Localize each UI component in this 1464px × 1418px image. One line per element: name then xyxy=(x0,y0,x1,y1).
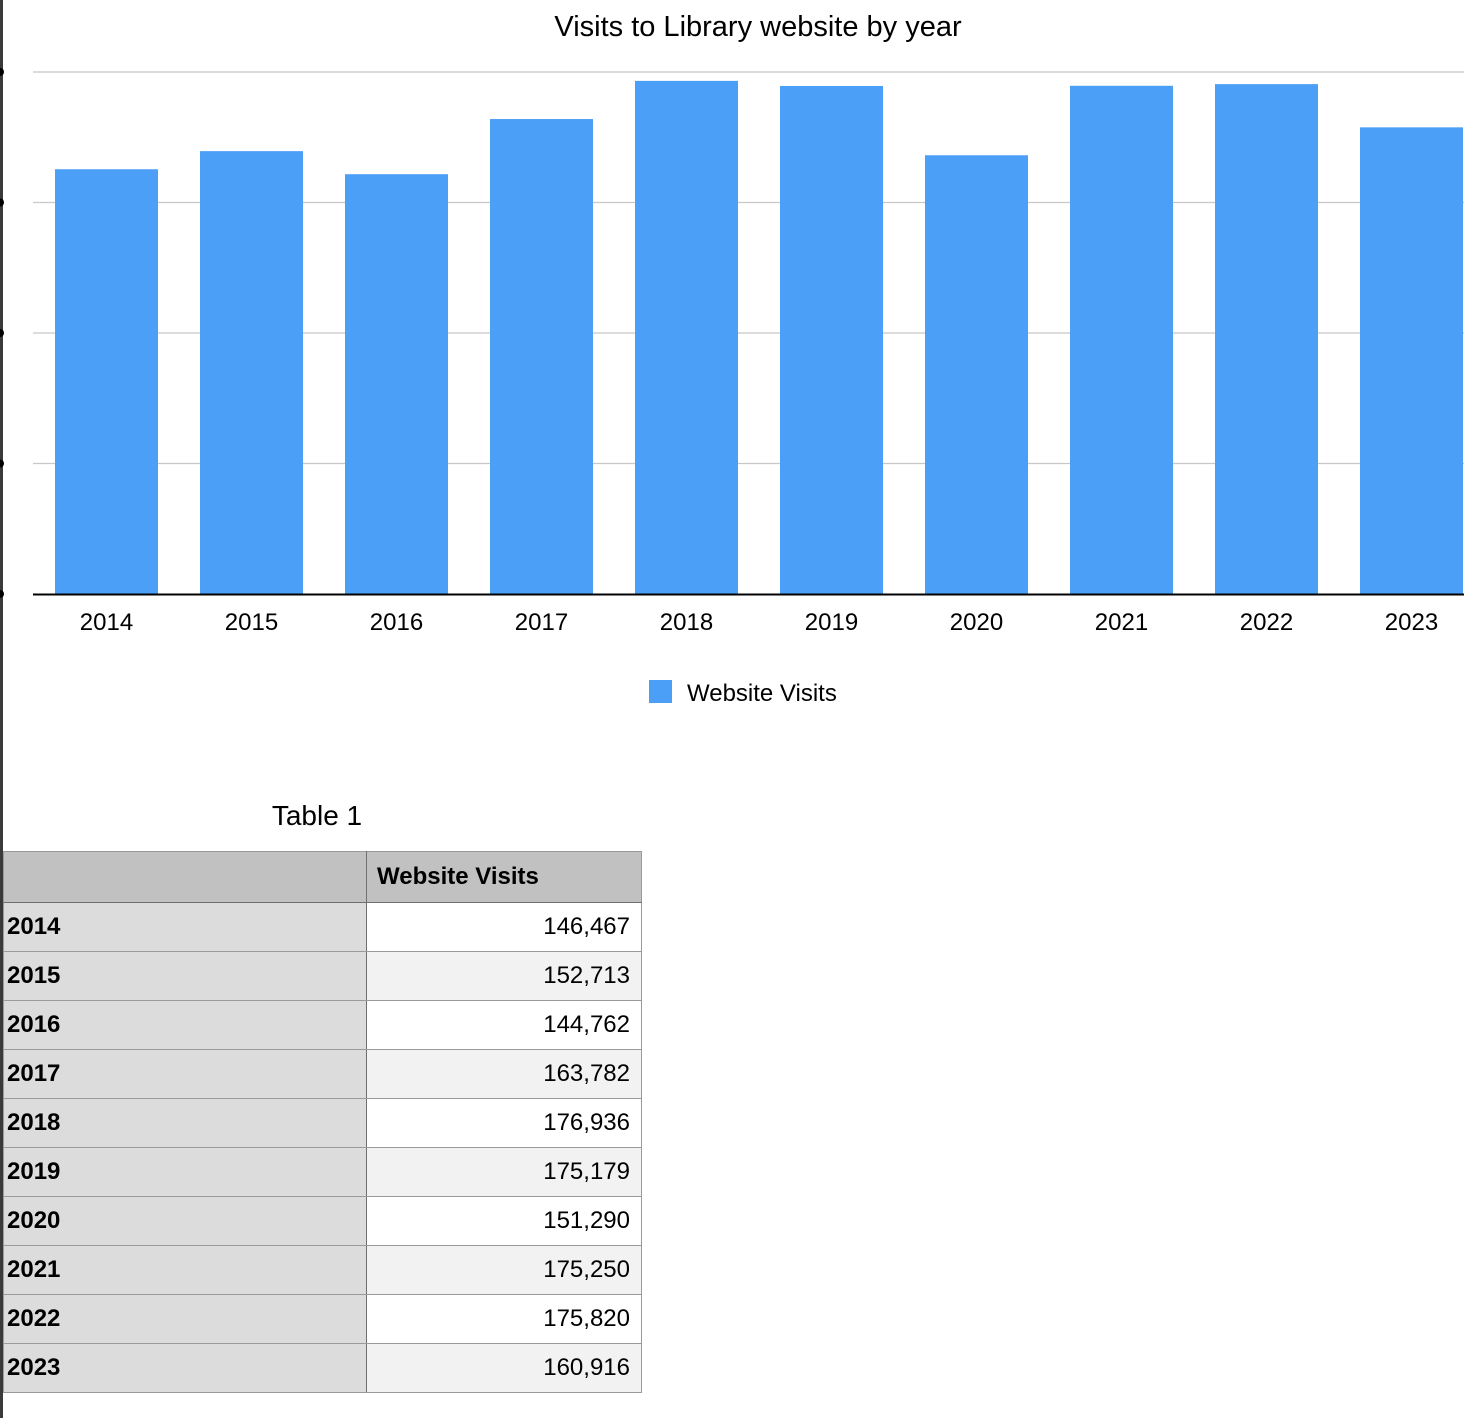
y-tick-mark xyxy=(0,590,4,598)
column-header-website-visits[interactable]: Website Visits xyxy=(366,851,642,903)
row-value[interactable]: 175,179 xyxy=(366,1147,642,1197)
row-label[interactable]: 2018 xyxy=(3,1098,367,1148)
table-row: 2021 175,250 xyxy=(3,1245,642,1295)
bar-chart: Visits to Library website by year 2014 201… xyxy=(0,11,1464,707)
table-row: 2016 144,762 xyxy=(3,1000,642,1050)
table-row: 2020 151,290 xyxy=(3,1196,642,1246)
bar xyxy=(635,80,738,594)
bar xyxy=(1215,84,1318,594)
x-tick-label: 2014 xyxy=(80,609,133,636)
y-tick-mark xyxy=(0,198,4,207)
row-value[interactable]: 160,916 xyxy=(366,1343,642,1393)
x-tick-label: 2015 xyxy=(225,609,278,636)
table-row: 2018 176,936 xyxy=(3,1098,642,1148)
row-value[interactable]: 163,782 xyxy=(366,1049,642,1099)
bar xyxy=(1070,85,1173,595)
row-label[interactable]: 2014 xyxy=(3,902,367,952)
row-label[interactable]: 2019 xyxy=(3,1147,367,1197)
data-table[interactable]: Website Visits 2014 146,467 2015 152,713… xyxy=(3,851,642,1393)
x-tick-label: 2019 xyxy=(805,609,858,636)
row-label[interactable]: 2023 xyxy=(3,1343,367,1393)
row-value[interactable]: 151,290 xyxy=(366,1196,642,1246)
table-header-row: Website Visits xyxy=(3,851,642,903)
row-value[interactable]: 152,713 xyxy=(366,951,642,1001)
x-tick-label: 2023 xyxy=(1385,609,1438,636)
bar xyxy=(200,151,303,594)
row-label[interactable]: 2017 xyxy=(3,1049,367,1099)
bar xyxy=(345,174,448,595)
y-tick-mark xyxy=(0,68,4,76)
table-row: 2015 152,713 xyxy=(3,951,642,1001)
bar xyxy=(55,169,158,594)
x-tick-label: 2018 xyxy=(660,609,713,636)
x-tick-label: 2016 xyxy=(370,609,423,636)
y-tick-mark xyxy=(0,459,4,468)
table-row: 2014 146,467 xyxy=(3,902,642,952)
x-tick-label: 2020 xyxy=(950,609,1003,636)
legend-label: Website Visits xyxy=(687,680,837,707)
row-value[interactable]: 176,936 xyxy=(366,1098,642,1148)
row-value[interactable]: 175,250 xyxy=(366,1245,642,1295)
row-value[interactable]: 175,820 xyxy=(366,1294,642,1344)
table-title: Table 1 xyxy=(271,800,363,831)
row-value[interactable]: 146,467 xyxy=(366,902,642,952)
y-tick-mark xyxy=(0,329,4,337)
table-row: 2022 175,820 xyxy=(3,1294,642,1344)
row-value[interactable]: 144,762 xyxy=(366,1000,642,1050)
x-tick-label: 2022 xyxy=(1240,609,1293,636)
table-row: 2023 160,916 xyxy=(3,1343,642,1393)
table-row: 2019 175,179 xyxy=(3,1147,642,1197)
window-edge xyxy=(0,0,3,1418)
table-row: 2017 163,782 xyxy=(3,1049,642,1099)
row-label[interactable]: 2015 xyxy=(3,951,367,1001)
bar xyxy=(925,155,1028,594)
chart-title: Visits to Library website by year xyxy=(554,11,962,43)
row-label[interactable]: 2016 xyxy=(3,1000,367,1050)
table-corner-cell[interactable] xyxy=(3,851,367,903)
bar xyxy=(490,119,593,595)
bar xyxy=(1360,127,1463,594)
x-tick-label: 2021 xyxy=(1095,609,1148,636)
row-label[interactable]: 2021 xyxy=(3,1245,367,1295)
legend-swatch xyxy=(649,680,672,703)
x-tick-label: 2017 xyxy=(515,609,568,636)
row-label[interactable]: 2022 xyxy=(3,1294,367,1344)
bar xyxy=(780,85,883,595)
row-label[interactable]: 2020 xyxy=(3,1196,367,1246)
